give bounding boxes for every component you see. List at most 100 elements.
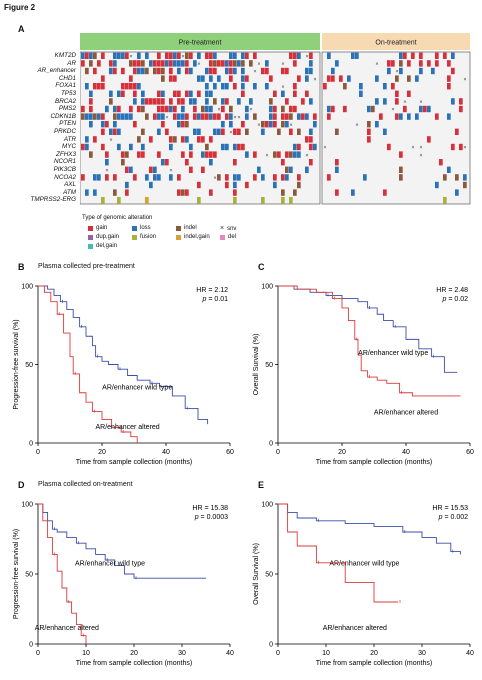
alteration-cell	[383, 98, 387, 105]
alteration-cell	[451, 143, 455, 151]
alteration-cell	[141, 128, 145, 135]
gene-label: PMS2	[58, 105, 76, 113]
alteration-cell	[221, 60, 225, 67]
alteration-cell	[105, 151, 109, 158]
alteration-cell	[125, 113, 129, 120]
alteration-cell	[185, 60, 189, 67]
alteration-cell	[85, 189, 89, 196]
alteration-cell	[233, 128, 237, 135]
alteration-cell	[237, 98, 241, 105]
alteration-cell	[435, 60, 439, 67]
alteration-cell	[125, 166, 129, 173]
alteration-cell	[387, 67, 391, 75]
alteration-cell	[133, 121, 137, 128]
gene-label: PIK3CB	[53, 166, 76, 173]
alteration-cell	[141, 67, 145, 75]
snv-mark: ×	[419, 153, 422, 159]
alteration-cell	[237, 128, 241, 135]
alteration-cell	[273, 181, 277, 189]
x-tick-label: 40	[162, 449, 170, 456]
alteration-cell	[169, 136, 173, 143]
alteration-cell	[245, 181, 249, 189]
alteration-cell	[177, 113, 181, 120]
alteration-cell	[309, 159, 313, 166]
alteration-cell	[121, 151, 125, 158]
alteration-cell	[145, 113, 149, 120]
alteration-cell	[209, 151, 213, 158]
axes	[277, 286, 470, 444]
alteration-cell	[359, 90, 363, 97]
alteration-cell	[193, 128, 197, 135]
alteration-cell	[201, 151, 205, 158]
alteration-cell	[233, 67, 237, 75]
alteration-cell	[173, 75, 177, 82]
x-tick-label: 20	[130, 650, 138, 657]
alteration-cell	[443, 174, 447, 181]
p-symbol: p	[201, 296, 206, 303]
legend-swatch	[220, 234, 225, 240]
gene-label: PTEN	[59, 120, 76, 128]
alteration-cell	[157, 151, 161, 158]
snv-mark: ×	[105, 168, 108, 174]
alteration-cell	[185, 67, 189, 75]
snv-mark: ×	[265, 153, 268, 159]
alteration-cell	[209, 105, 213, 113]
alteration-cell	[225, 67, 229, 75]
alteration-cell	[141, 151, 145, 158]
series-label: AR/enhancer wild type	[102, 385, 172, 392]
alteration-cell	[153, 98, 157, 105]
alteration-cell	[101, 121, 105, 128]
x-tick-label: 40	[466, 650, 474, 657]
alteration-cell	[89, 98, 93, 105]
alteration-cell	[229, 75, 233, 82]
y-tick-label: 0	[29, 441, 33, 448]
snv-mark: ×	[253, 69, 256, 75]
alteration-cell	[169, 67, 173, 75]
series-label: AR/enhancer wild type	[329, 561, 399, 568]
snv-mark: ×	[257, 62, 260, 68]
x-tick-label: 20	[338, 449, 346, 456]
alteration-cell	[463, 181, 467, 189]
alteration-cell	[89, 105, 93, 113]
alteration-cell	[289, 128, 293, 135]
alteration-cell	[81, 143, 85, 151]
alteration-cell	[185, 121, 189, 128]
alteration-cell	[125, 189, 129, 196]
series-label: AR/enhancer altered	[95, 424, 159, 431]
alteration-cell	[281, 90, 285, 97]
alteration-cell	[165, 105, 169, 113]
alteration-cell	[165, 60, 169, 67]
alteration-cell	[261, 67, 265, 75]
alteration-cell	[293, 143, 297, 151]
alteration-cell	[169, 143, 173, 151]
alteration-cell	[137, 60, 141, 67]
alteration-cell	[297, 174, 301, 181]
gene-label: BRCA2	[55, 97, 76, 105]
alteration-cell	[153, 166, 157, 173]
alteration-cell	[121, 52, 125, 59]
alteration-cell	[419, 105, 423, 113]
alteration-cell	[161, 60, 165, 67]
alteration-cell	[419, 60, 423, 67]
alteration-cell	[185, 136, 189, 143]
alteration-cell	[133, 60, 137, 67]
alteration-cell	[297, 52, 301, 59]
survival-curve-wild-type	[278, 285, 458, 373]
alteration-cell	[297, 151, 301, 158]
legend-label: del	[228, 234, 237, 240]
alteration-cell	[293, 151, 297, 158]
alteration-cell	[213, 128, 217, 135]
alteration-cell	[221, 121, 225, 128]
legend-label: del,gain	[96, 243, 118, 249]
alteration-cell	[145, 98, 149, 105]
alteration-cell	[395, 113, 399, 120]
alteration-cell	[289, 197, 293, 204]
alteration-cell	[93, 67, 97, 75]
alteration-cell	[241, 121, 245, 128]
alteration-cell	[133, 90, 137, 97]
alteration-cell	[407, 113, 411, 120]
alteration-cell	[439, 159, 443, 166]
alteration-cell	[241, 83, 245, 90]
alteration-cell	[289, 52, 293, 59]
alteration-cell	[205, 90, 209, 97]
